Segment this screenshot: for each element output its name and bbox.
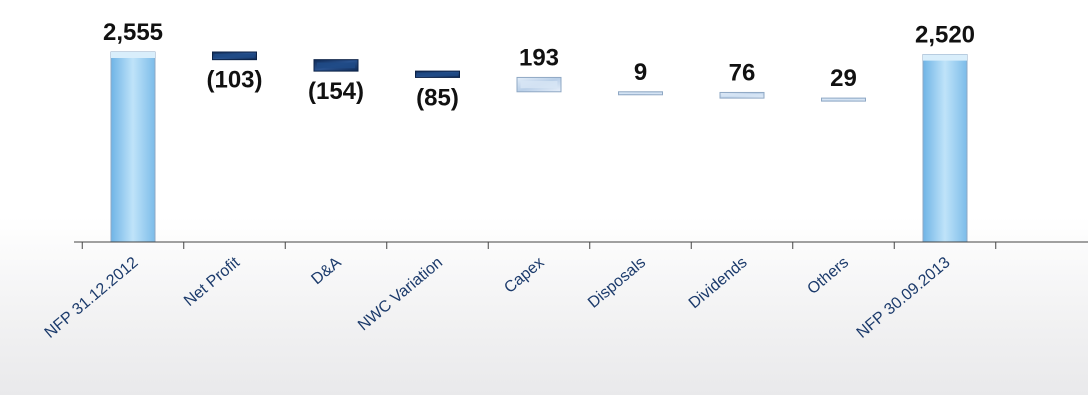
value-label-7: 29 xyxy=(830,65,857,92)
value-label-4: 193 xyxy=(519,44,559,71)
value-label-0: 2,555 xyxy=(103,19,163,46)
x-axis-ticks-group xyxy=(81,242,997,249)
value-label-6: 76 xyxy=(729,59,756,86)
category-label-6: Dividends xyxy=(686,254,751,312)
bar-bevel-6 xyxy=(721,93,763,97)
category-label-2: D&A xyxy=(308,254,344,288)
category-label-4: Capex xyxy=(501,254,547,297)
bar-8 xyxy=(922,54,968,243)
bar-0 xyxy=(110,51,156,243)
category-label-5: Disposals xyxy=(585,254,649,312)
value-label-2: (154) xyxy=(308,78,364,105)
value-label-5: 9 xyxy=(634,59,647,86)
category-label-0: NFP 31.12.2012 xyxy=(42,254,142,342)
category-label-8: NFP 30.09.2013 xyxy=(854,254,954,342)
category-label-3: NWC Variation xyxy=(355,254,446,334)
value-labels-group: 2,555 (103) (154) (85) 193 9 76 29 2,520 xyxy=(103,19,975,111)
bar-bevel-7 xyxy=(822,98,865,101)
bar-bevel-5 xyxy=(619,92,662,95)
bar-cap-0 xyxy=(111,52,155,58)
category-labels-group: NFP 31.12.2012 Net Profit D&A NWC Variation… xyxy=(42,254,954,342)
bar-bevel-1 xyxy=(214,53,255,58)
value-label-3: (85) xyxy=(416,84,459,111)
category-label-1: Net Profit xyxy=(181,254,243,310)
bar-bevel-4 xyxy=(520,81,558,89)
category-label-7: Others xyxy=(804,254,852,298)
value-label-1: (103) xyxy=(206,67,262,94)
bar-cap-8 xyxy=(923,54,967,61)
bar-bevel-3 xyxy=(417,72,458,76)
bar-bevel-2 xyxy=(316,62,356,69)
bars-group xyxy=(110,51,968,243)
value-label-8: 2,520 xyxy=(915,22,975,49)
